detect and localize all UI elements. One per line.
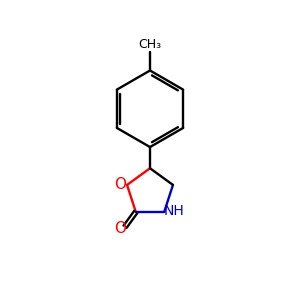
Text: O: O (114, 221, 126, 236)
Text: O: O (114, 177, 126, 192)
Text: NH: NH (163, 204, 184, 218)
Text: CH₃: CH₃ (138, 38, 162, 51)
